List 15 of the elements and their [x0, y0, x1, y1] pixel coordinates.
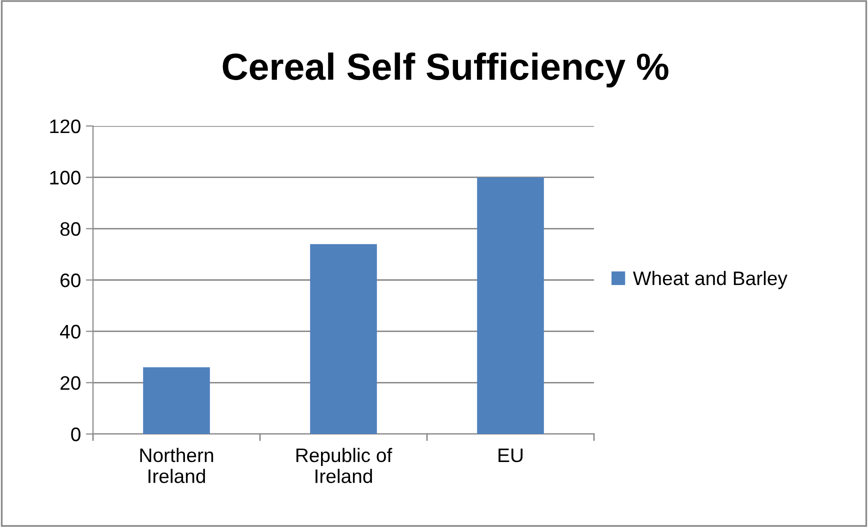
- y-tick-label: 40: [60, 324, 80, 339]
- y-tick-label: 80: [60, 222, 80, 236]
- y-tick-label: 20: [60, 376, 80, 390]
- bar: [477, 177, 544, 434]
- y-tick-label: 0: [71, 427, 80, 442]
- chart-title: Cereal Self Sufficiency %: [222, 52, 668, 88]
- y-tick-label: 100: [50, 170, 80, 185]
- y-tick-label: 60: [60, 273, 80, 288]
- bar: [310, 244, 377, 434]
- legend-label: Wheat and Barley: [632, 270, 788, 290]
- x-tick-label: EU: [498, 448, 523, 462]
- x-tick-label: Republic of Ireland: [296, 448, 392, 484]
- bar: [143, 367, 210, 434]
- x-tick-label: Northern Ireland: [140, 448, 214, 484]
- y-tick-label: 120: [50, 119, 80, 134]
